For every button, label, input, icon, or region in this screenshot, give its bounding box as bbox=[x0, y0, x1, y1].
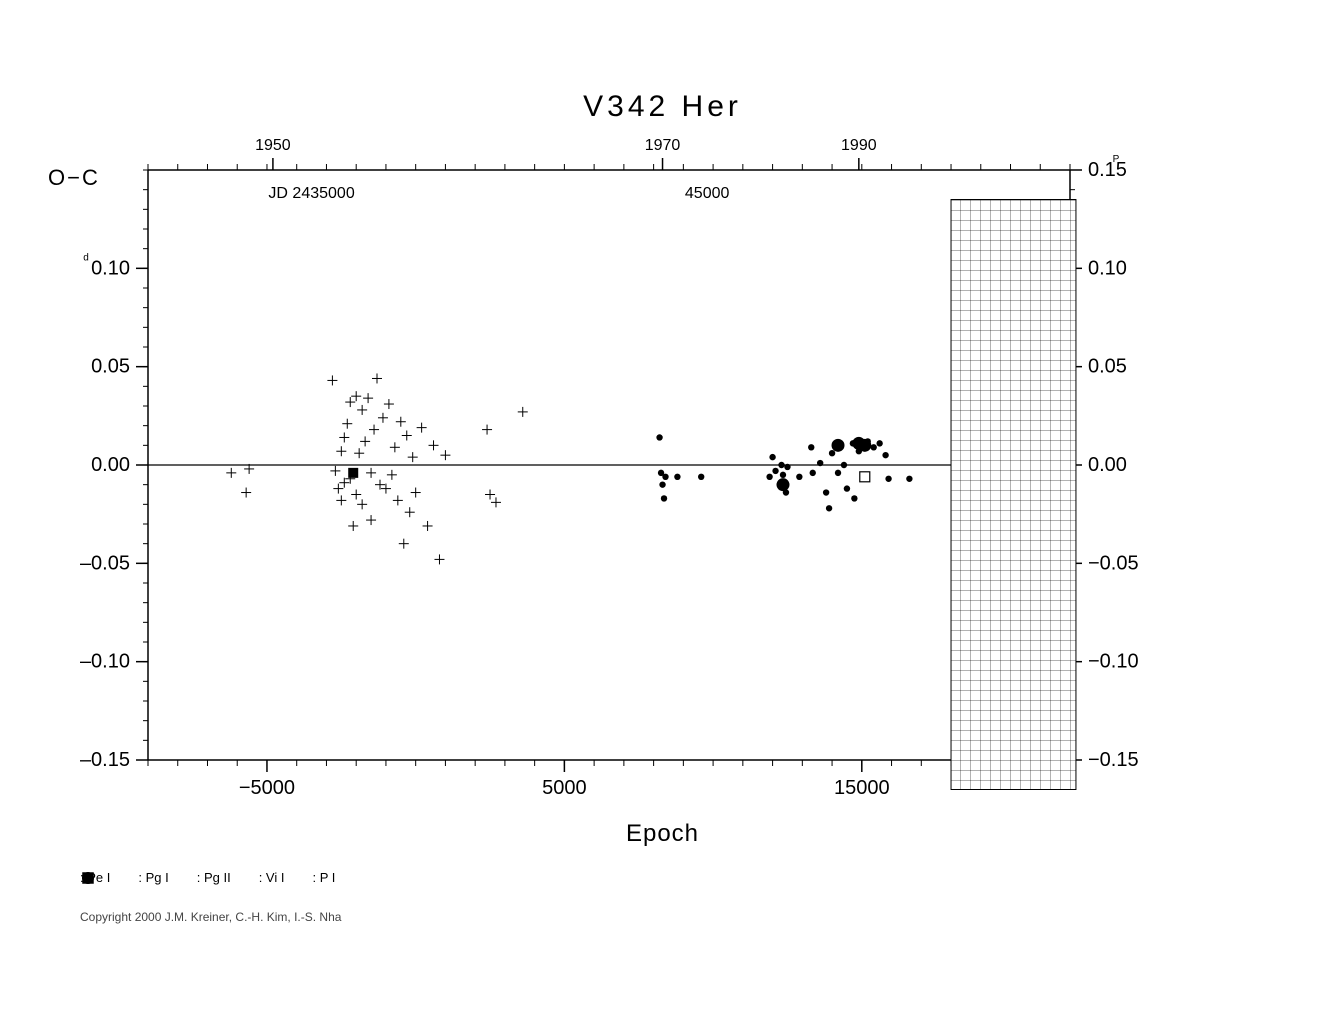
svg-text:−0.15: −0.15 bbox=[1088, 749, 1139, 771]
svg-text:−0.05: −0.05 bbox=[1088, 552, 1139, 574]
svg-text:−5000: −5000 bbox=[239, 777, 295, 799]
svg-text:0.05: 0.05 bbox=[91, 356, 130, 378]
legend: : Pe I: Pg I: Pg II: Vi I: P I bbox=[80, 870, 335, 885]
svg-text:0.15: 0.15 bbox=[1088, 159, 1127, 181]
svg-text:5000: 5000 bbox=[542, 777, 587, 799]
legend-label: : Pg II bbox=[197, 870, 231, 885]
svg-text:JD 2435000: JD 2435000 bbox=[268, 185, 354, 202]
legend-item-pg2: : Pg II bbox=[197, 870, 231, 885]
copyright-text: Copyright 2000 J.M. Kreiner, C.-H. Kim, … bbox=[80, 910, 341, 924]
legend-item-pg: : Pg I bbox=[138, 870, 168, 885]
svg-text:1970: 1970 bbox=[645, 137, 681, 154]
legend-label: : Pg I bbox=[138, 870, 168, 885]
svg-text:0.10: 0.10 bbox=[91, 257, 130, 279]
svg-text:0.05: 0.05 bbox=[1088, 356, 1127, 378]
svg-text:1990: 1990 bbox=[841, 137, 877, 154]
svg-text:0.00: 0.00 bbox=[1088, 454, 1127, 476]
legend-label: : Vi I bbox=[259, 870, 285, 885]
svg-text:–0.10: –0.10 bbox=[80, 651, 130, 673]
svg-text:P: P bbox=[1113, 154, 1120, 165]
svg-text:d: d bbox=[83, 252, 89, 263]
legend-item-vi: : Vi I bbox=[259, 870, 285, 885]
svg-text:1950: 1950 bbox=[255, 137, 291, 154]
svg-text:–0.15: –0.15 bbox=[80, 749, 130, 771]
svg-text:15000: 15000 bbox=[834, 777, 890, 799]
svg-text:0.10: 0.10 bbox=[1088, 257, 1127, 279]
svg-text:–0.05: –0.05 bbox=[80, 552, 130, 574]
oc-scatter-chart: −5000 5000 15000 1950 1970 1990 JD 2435000 4500… bbox=[0, 0, 1325, 1020]
svg-text:−0.10: −0.10 bbox=[1088, 651, 1139, 673]
svg-text:45000: 45000 bbox=[685, 185, 730, 202]
legend-item-p: : P I bbox=[312, 870, 335, 885]
legend-label: : P I bbox=[312, 870, 335, 885]
svg-text:0.00: 0.00 bbox=[91, 454, 130, 476]
